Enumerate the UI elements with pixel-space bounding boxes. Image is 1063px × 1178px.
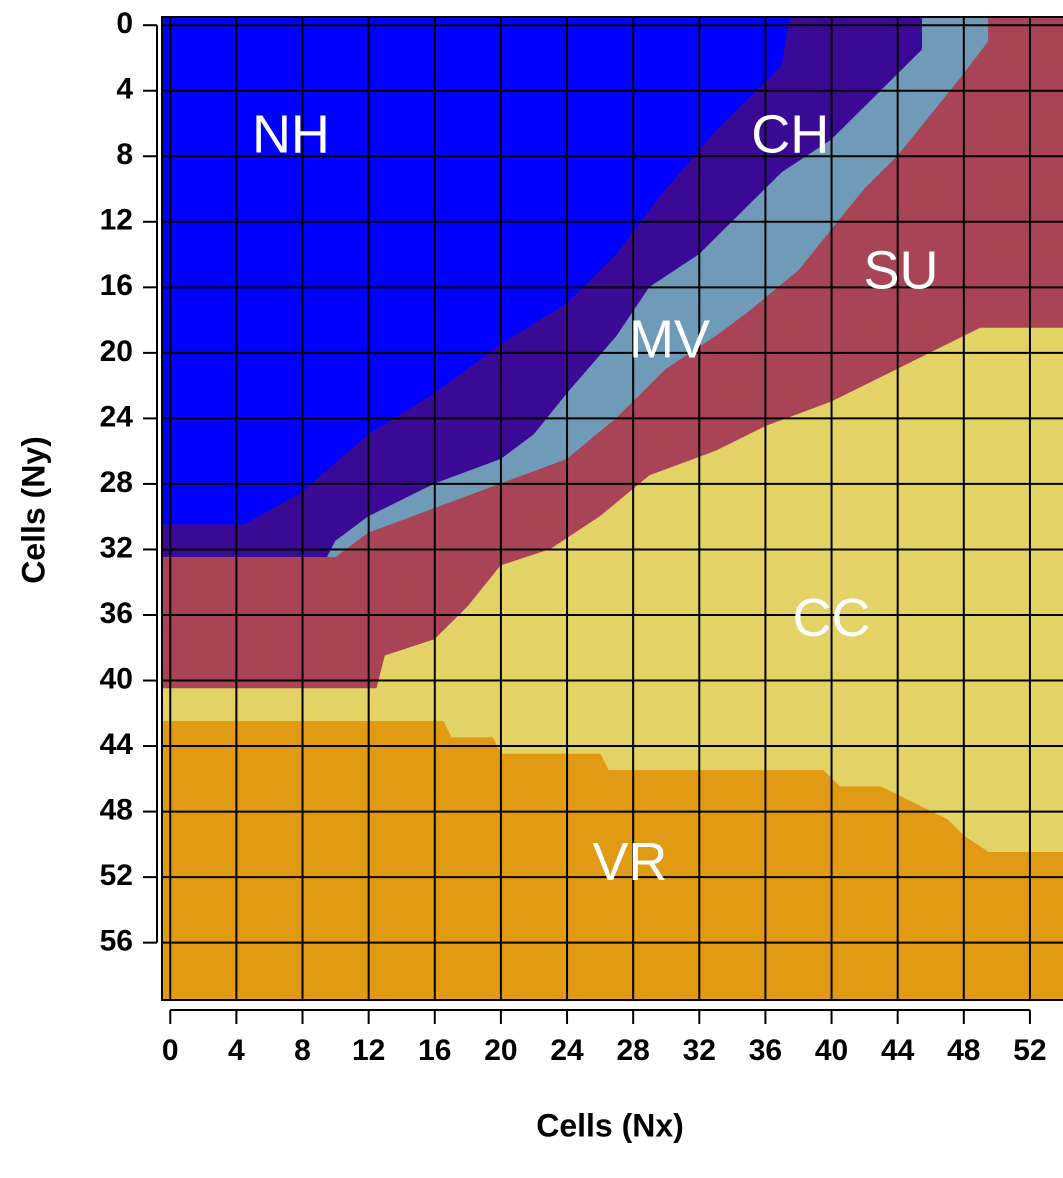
y-tick-label: 48 bbox=[100, 794, 133, 827]
x-tick-label: 36 bbox=[749, 1034, 782, 1067]
region-label: SU bbox=[863, 240, 938, 300]
x-axis-title: Cells (Nx) bbox=[536, 1107, 684, 1143]
x-tick-label: 0 bbox=[162, 1034, 179, 1067]
y-tick-label: 44 bbox=[100, 728, 134, 761]
y-tick-label: 16 bbox=[100, 269, 133, 302]
x-tick-label: 4 bbox=[228, 1034, 245, 1067]
region-label: CH bbox=[751, 105, 829, 165]
y-tick-label: 24 bbox=[100, 400, 134, 433]
y-tick-label: 20 bbox=[100, 335, 133, 368]
region-label: NH bbox=[252, 105, 330, 165]
y-axis-title: Cells (Ny) bbox=[15, 436, 51, 584]
x-tick-label: 44 bbox=[881, 1034, 915, 1067]
y-tick-label: 36 bbox=[100, 597, 133, 630]
x-tick-label: 16 bbox=[418, 1034, 451, 1067]
y-tick-label: 56 bbox=[100, 925, 133, 958]
plot-frame bbox=[161, 16, 1063, 1001]
y-tick-label: 0 bbox=[116, 7, 133, 40]
region-boundary bbox=[162, 327, 1063, 690]
y-tick-label: 12 bbox=[100, 204, 133, 237]
region-fill bbox=[162, 721, 1063, 1000]
region-label: VR bbox=[592, 832, 667, 892]
region-boundary bbox=[162, 720, 1063, 854]
x-tick-label: 48 bbox=[947, 1034, 980, 1067]
x-tick-label: 28 bbox=[616, 1034, 649, 1067]
y-tick-label: 28 bbox=[100, 466, 133, 499]
x-tick-label: 12 bbox=[352, 1034, 385, 1067]
y-tick-label: 52 bbox=[100, 859, 133, 892]
x-tick-label: 20 bbox=[484, 1034, 517, 1067]
x-tick-label: 24 bbox=[550, 1034, 584, 1067]
plot-area bbox=[162, 17, 1063, 1000]
x-tick-label: 52 bbox=[1013, 1034, 1046, 1067]
y-tick-label: 40 bbox=[100, 662, 133, 695]
y-tick-label: 32 bbox=[100, 531, 133, 564]
x-tick-label: 40 bbox=[815, 1034, 848, 1067]
y-tick-label: 4 bbox=[116, 73, 133, 106]
region-label: MV bbox=[629, 309, 710, 369]
x-tick-label: 32 bbox=[683, 1034, 716, 1067]
x-tick-label: 8 bbox=[294, 1034, 311, 1067]
region-boundary bbox=[162, 17, 990, 559]
region-label: CC bbox=[793, 588, 871, 648]
y-tick-label: 8 bbox=[116, 138, 133, 171]
